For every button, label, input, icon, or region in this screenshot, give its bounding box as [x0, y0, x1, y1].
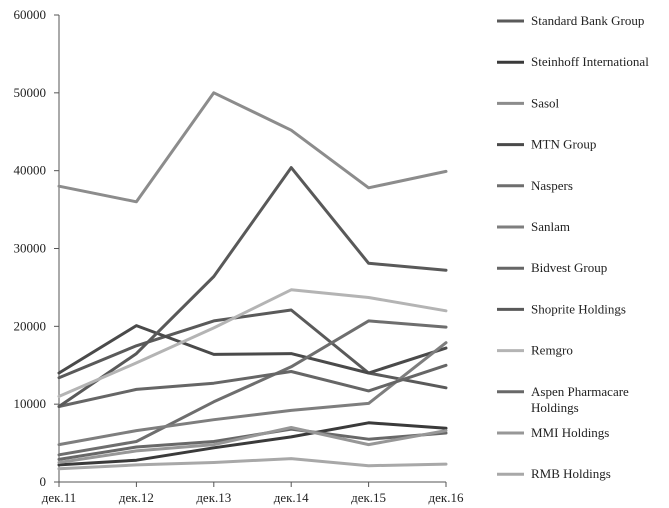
legend-label: Remgro	[531, 343, 573, 358]
x-axis: дек.11 дек.12 дек.13 дек.14 дек.15 дек.16	[42, 481, 464, 505]
x-tick-label: дек.13	[196, 490, 231, 505]
legend-label: Steinhoff International	[531, 54, 649, 69]
series-line-9	[57, 288, 448, 398]
legend-label: Bidvest Group	[531, 260, 607, 275]
series-line-1	[57, 308, 448, 390]
series-line-5	[57, 319, 448, 457]
x-tick-label: дек.16	[429, 490, 464, 505]
legend-label: Naspers	[531, 178, 573, 193]
x-tick-label: дек.14	[274, 490, 309, 505]
series-lines	[57, 91, 448, 471]
y-tick-label: 50000	[14, 85, 47, 100]
y-tick-label: 20000	[14, 318, 47, 333]
series-line-4	[57, 324, 448, 375]
x-tick-label: дек.15	[351, 490, 386, 505]
legend-label: Sanlam	[531, 219, 570, 234]
series-line-7	[57, 363, 448, 408]
y-tick-label: 40000	[14, 163, 47, 178]
y-tick-label: 60000	[14, 7, 47, 22]
series-line-3	[57, 91, 448, 204]
legend: Standard Bank Group Steinhoff Internation…	[497, 13, 649, 481]
legend-label: Standard Bank Group	[531, 13, 644, 28]
x-tick-label: дек.11	[42, 490, 76, 505]
series-line-11	[57, 426, 448, 464]
series-line-12	[57, 457, 448, 471]
series-line-2	[57, 421, 448, 467]
legend-label: MMI Holdings	[531, 425, 609, 440]
legend-label: Aspen Pharmacare Holdings	[531, 384, 629, 415]
legend-label: RMB Holdings	[531, 466, 611, 481]
x-tick-label: дек.12	[119, 490, 154, 505]
legend-label: Shoprite Holdings	[531, 301, 626, 316]
legend-label: MTN Group	[531, 137, 596, 152]
legend-label: Sasol	[531, 95, 560, 110]
y-axis: 0 10000 20000 30000 40000 50000 60000	[14, 7, 60, 489]
series-line-6	[57, 341, 448, 447]
y-tick-label: 30000	[14, 241, 47, 256]
series-line-8	[57, 166, 448, 408]
y-tick-label: 10000	[14, 396, 47, 411]
y-tick-label: 0	[40, 474, 47, 489]
